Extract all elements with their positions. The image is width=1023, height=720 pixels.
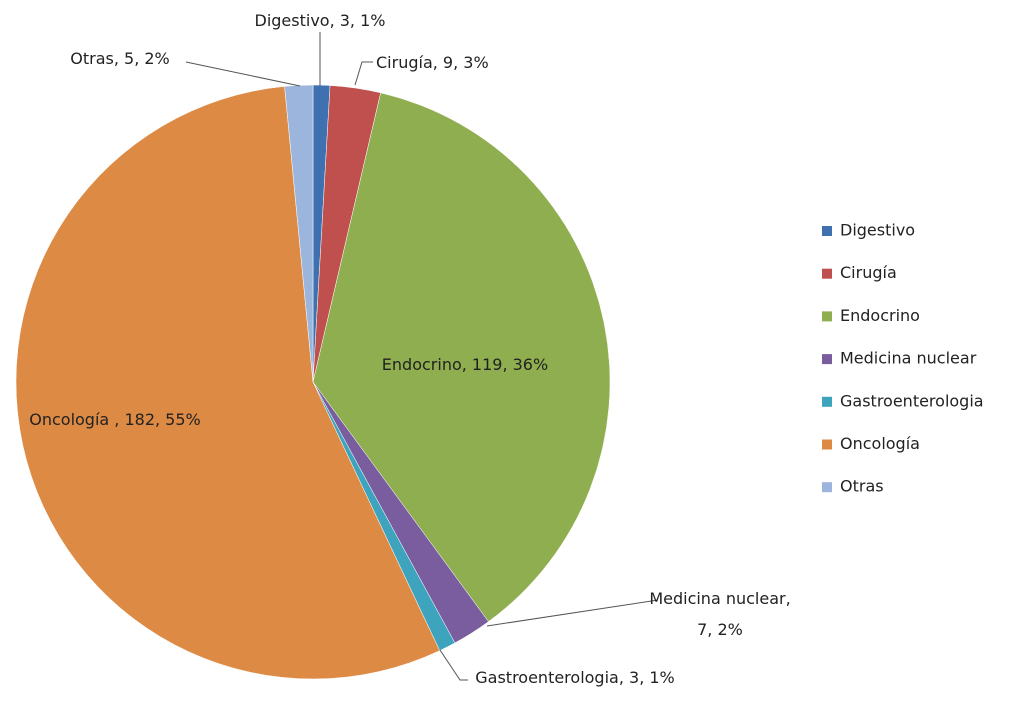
legend-swatch — [822, 226, 832, 236]
legend-swatch — [822, 311, 832, 322]
legend: Digestivo Cirugía Endocrino Medicina nuclea… — [822, 221, 984, 496]
legend-label: Gastroenterologia — [840, 391, 984, 410]
data-label: Oncología , 182, 55% — [29, 410, 201, 429]
data-label: Endocrino, 119, 36% — [381, 355, 549, 374]
slices — [15, 84, 611, 680]
pie-slice — [312, 92, 611, 622]
legend-swatch — [822, 354, 832, 365]
legend-swatch — [822, 439, 832, 450]
data-label: Gastroenterologia, 3, 1% — [475, 668, 675, 687]
data-label: Medicina nuclear, 7, 2% — [649, 589, 791, 639]
legend-swatch — [822, 482, 832, 493]
leader-line — [354, 61, 373, 86]
pie-slice — [15, 86, 440, 680]
legend-label: Cirugía — [840, 263, 897, 282]
legend-label: Otras — [840, 477, 884, 496]
data-label: Digestivo, 3, 1% — [254, 11, 386, 30]
leader-line — [439, 649, 468, 681]
legend-swatch — [822, 396, 832, 407]
legend-label: Medicina nuclear — [840, 349, 977, 368]
legend-swatch — [822, 268, 832, 279]
data-label: Otras, 5, 2% — [70, 49, 170, 68]
leader-line — [486, 599, 659, 627]
data-label: Cirugía, 9, 3% — [376, 53, 489, 72]
legend-label: Oncología — [840, 434, 920, 453]
leader-line — [185, 61, 301, 87]
legend-label: Endocrino — [840, 306, 920, 325]
legend-label: Digestivo — [840, 221, 915, 240]
